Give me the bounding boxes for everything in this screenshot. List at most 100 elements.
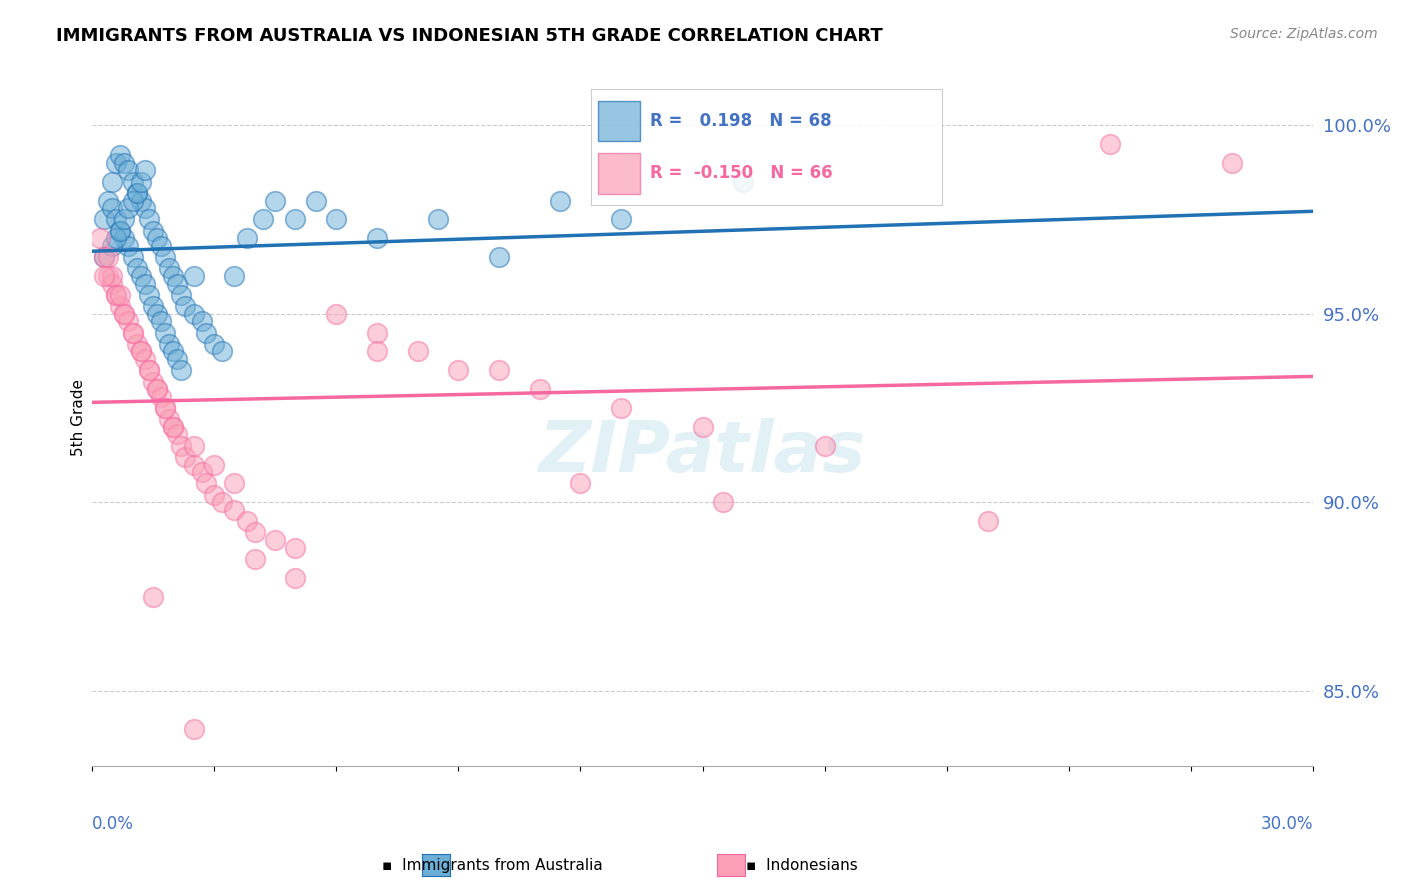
Point (121, 175, 143, 189)
Point (153, 250, 176, 264)
Point (89, 231, 111, 245)
Bar (598, 153, 640, 194)
Point (93, 212, 115, 227)
Point (134, 201, 156, 215)
Point (488, 250, 510, 264)
Point (105, 288, 128, 302)
Point (121, 194, 143, 208)
Text: 0.0%: 0.0% (91, 815, 134, 833)
Point (325, 307, 347, 321)
Point (610, 212, 633, 227)
Point (252, 212, 274, 227)
Point (142, 224, 165, 238)
Point (183, 722, 205, 736)
Point (101, 268, 124, 283)
Point (284, 541, 307, 555)
Point (105, 288, 128, 302)
Point (142, 299, 165, 313)
Point (97, 268, 120, 283)
Text: IMMIGRANTS FROM AUSTRALIA VS INDONESIAN 5TH GRADE CORRELATION CHART: IMMIGRANTS FROM AUSTRALIA VS INDONESIAN … (56, 27, 883, 45)
Point (406, 344, 429, 359)
Point (366, 326, 388, 340)
Point (305, 194, 328, 208)
Point (1220, 156, 1243, 170)
Point (447, 363, 470, 377)
Point (153, 326, 176, 340)
Point (264, 533, 287, 547)
Point (142, 375, 165, 389)
Point (146, 382, 169, 396)
Point (166, 277, 188, 291)
Point (157, 261, 180, 276)
Point (162, 420, 184, 434)
Text: ▪  Immigrants from Australia: ▪ Immigrants from Australia (381, 858, 603, 872)
Point (110, 224, 132, 238)
Point (112, 212, 135, 227)
Point (129, 175, 152, 189)
Point (117, 201, 139, 215)
Point (138, 288, 160, 302)
Point (101, 175, 124, 189)
Point (134, 163, 156, 178)
Point (129, 268, 152, 283)
Point (117, 239, 139, 253)
Point (146, 307, 169, 321)
Point (101, 201, 124, 215)
Point (110, 224, 132, 238)
Point (426, 212, 449, 227)
Point (366, 344, 388, 359)
Point (325, 212, 347, 227)
Point (162, 420, 184, 434)
Point (105, 212, 128, 227)
Point (162, 344, 184, 359)
Point (121, 250, 143, 264)
Point (105, 156, 128, 170)
Point (194, 476, 217, 491)
Point (488, 363, 510, 377)
Point (183, 439, 205, 453)
Point (548, 194, 571, 208)
Point (150, 314, 173, 328)
Point (202, 488, 225, 502)
Point (125, 337, 148, 351)
Text: ▪  Indonesians: ▪ Indonesians (745, 858, 858, 872)
Point (692, 420, 714, 434)
Point (134, 351, 156, 366)
Point (121, 326, 143, 340)
Point (235, 514, 257, 528)
Text: R =  -0.150   N = 66: R = -0.150 N = 66 (650, 164, 832, 182)
Point (170, 288, 193, 302)
Point (166, 351, 188, 366)
Point (194, 326, 217, 340)
Point (569, 476, 592, 491)
Point (129, 344, 152, 359)
Point (97, 194, 120, 208)
Point (183, 307, 205, 321)
Point (138, 363, 160, 377)
Point (174, 450, 197, 464)
Point (174, 299, 197, 313)
Point (529, 382, 551, 396)
Point (170, 363, 193, 377)
Text: Source: ZipAtlas.com: Source: ZipAtlas.com (1230, 27, 1378, 41)
Point (814, 439, 837, 453)
Point (112, 307, 135, 321)
Point (129, 194, 152, 208)
Point (93, 268, 115, 283)
Point (110, 299, 132, 313)
Point (117, 314, 139, 328)
Point (146, 231, 169, 245)
Point (243, 552, 266, 566)
Point (711, 495, 734, 509)
Point (125, 186, 148, 200)
Point (211, 344, 233, 359)
Point (105, 231, 128, 245)
Point (93, 250, 115, 264)
Point (112, 307, 135, 321)
Point (117, 163, 139, 178)
Point (190, 314, 212, 328)
Point (976, 514, 998, 528)
Point (112, 231, 135, 245)
Point (150, 239, 173, 253)
Point (733, 175, 755, 189)
